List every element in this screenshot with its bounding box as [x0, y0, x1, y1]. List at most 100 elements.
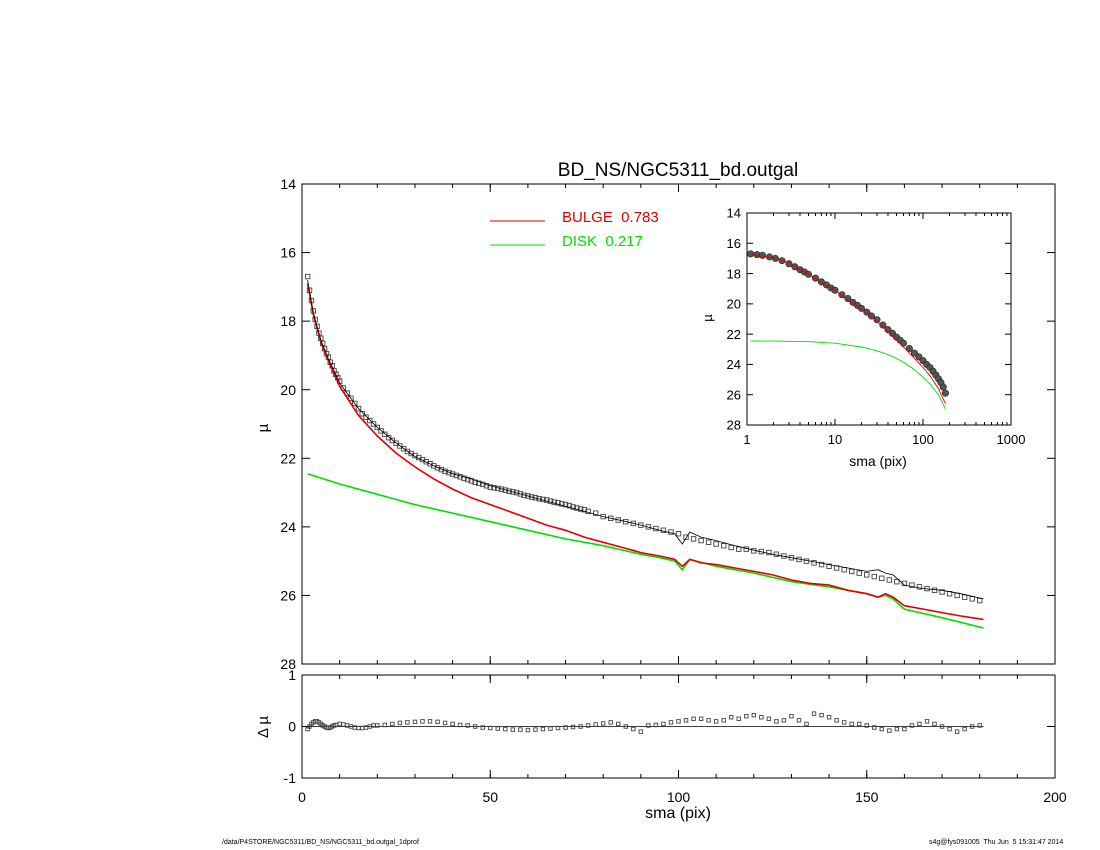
observed-point: [517, 491, 524, 497]
inset-observed-point: [941, 389, 949, 397]
main-y-tick-label: 18: [280, 313, 296, 329]
observed-point: [464, 476, 471, 483]
residual-point: [736, 716, 741, 721]
legend: BULGE 0.783 DISK 0.217: [490, 209, 659, 250]
observed-point: [355, 405, 362, 412]
observed-point: [562, 501, 569, 508]
residual-point: [751, 712, 756, 718]
resid-x-tick-label: 100: [667, 789, 691, 805]
observed-point: [916, 584, 923, 590]
observed-point: [491, 485, 497, 491]
inset-log-plot: 1 10 100 1000 14 16 18 20 22 24 26 28: [727, 206, 1026, 447]
inset-observed-point: [910, 349, 918, 357]
main-y-tick-label: 28: [280, 656, 296, 672]
residual-point: [774, 719, 779, 724]
residual-point: [390, 721, 395, 727]
observed-point: [871, 573, 877, 580]
observed-point: [608, 515, 614, 521]
observed-point: [570, 504, 576, 510]
observed-point: [848, 568, 855, 575]
residual-point: [616, 721, 621, 727]
residual-point: [804, 721, 809, 727]
residual-point: [811, 711, 817, 716]
x-axis-label: sma (pix): [645, 805, 711, 822]
observed-point: [483, 483, 490, 489]
observed-point: [374, 424, 380, 431]
observed-point: [856, 570, 862, 576]
inset-y-tick-label: 16: [727, 236, 741, 251]
observed-point: [713, 541, 719, 547]
residual-point: [849, 721, 854, 727]
inset-y-tick-label: 20: [727, 297, 741, 312]
chart-title: BD_NS/NGC5311_bd.outgal: [558, 160, 798, 181]
inset-y-tick-label: 24: [727, 357, 741, 372]
residual-point: [706, 718, 711, 723]
resid-x-tick-label: 200: [1043, 789, 1067, 805]
observed-point: [476, 480, 482, 487]
residual-point: [608, 720, 613, 725]
residual-plot: 0 50 100 150 200-101: [284, 667, 1067, 805]
residual-point: [540, 726, 546, 732]
residual-point: [488, 725, 493, 731]
inset-x-tick-label: 1000: [997, 432, 1026, 447]
residual-point: [962, 726, 967, 732]
residual-point: [796, 718, 802, 723]
observed-point: [555, 500, 561, 506]
observed-point: [864, 572, 870, 578]
residual-point: [759, 715, 764, 720]
main-y-axis-label: µ: [255, 423, 272, 432]
resid-y-tick-label: 1: [288, 667, 296, 683]
residual-point: [412, 719, 418, 725]
residual-point: [420, 719, 425, 724]
residual-point: [457, 722, 463, 728]
residual-point: [841, 720, 847, 725]
inset-observed-point: [879, 321, 887, 329]
inset-observed-point: [863, 308, 871, 316]
residual-point: [480, 725, 485, 730]
residual-point: [435, 719, 440, 725]
resid-x-tick-label: 0: [298, 789, 306, 805]
inset-observed-point: [905, 345, 913, 353]
observed-point: [348, 395, 354, 401]
residual-point: [525, 727, 531, 733]
residual-point: [947, 726, 952, 732]
residual-point: [857, 721, 862, 727]
observed-point: [370, 421, 377, 427]
observed-point: [389, 437, 396, 444]
observed-point: [400, 445, 407, 452]
residual-point: [472, 724, 478, 729]
observed-point: [581, 507, 588, 513]
observed-point: [826, 563, 832, 569]
observed-point: [818, 561, 825, 568]
residual-point: [819, 712, 824, 718]
residual-point: [834, 718, 839, 723]
inset-x-tick-label: 10: [828, 432, 842, 447]
inset-disk-line: [750, 340, 946, 410]
main-y-tick-label: 24: [280, 519, 296, 535]
legend-bulge-label: BULGE 0.783: [562, 209, 659, 226]
residual-point: [917, 721, 922, 727]
inset-observed-point: [884, 326, 892, 334]
residual-point: [548, 726, 553, 731]
residual-point: [879, 726, 885, 732]
observed-point: [879, 575, 885, 581]
resid-y-tick-label: 0: [288, 719, 296, 735]
observed-point: [574, 505, 580, 511]
main-y-tick-label: 20: [280, 382, 296, 398]
observed-point: [480, 481, 486, 488]
resid-plot-area: [302, 711, 984, 734]
residual-point: [555, 725, 561, 731]
footer-file-path: /data/P4STORE/NGC5311/BD_NS/NGC5311_bd.o…: [222, 839, 419, 846]
observed-point: [811, 560, 817, 566]
residual-point: [729, 715, 734, 720]
observed-point: [690, 536, 697, 542]
observed-point: [304, 273, 311, 280]
residual-point: [601, 721, 606, 726]
residual-point: [789, 714, 794, 719]
residual-point: [593, 722, 598, 727]
bulge-model-line: [306, 283, 984, 621]
observed-point: [566, 502, 573, 509]
inset-y-tick-label: 28: [727, 418, 741, 433]
residual-point: [427, 719, 433, 724]
main-y-tick-label: 26: [280, 587, 296, 603]
